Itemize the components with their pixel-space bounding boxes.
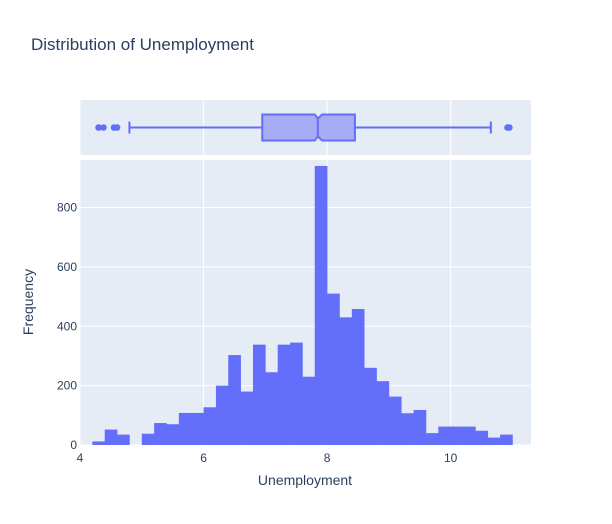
histogram-bar [92, 441, 106, 445]
y-tick-label: 800 [57, 201, 77, 215]
x-tick-label: 10 [444, 451, 458, 465]
box-plot[interactable] [95, 113, 513, 142]
y-axis-ticks: 0 200 400 600 800 [57, 201, 77, 453]
outlier-point [95, 124, 102, 131]
histogram-bar [327, 293, 340, 445]
histogram-bar [141, 433, 155, 445]
histogram-bar [215, 385, 229, 445]
histogram-bar [154, 423, 167, 445]
histogram-bar [302, 376, 316, 445]
histogram-bar [463, 426, 476, 445]
histogram-bar [191, 412, 204, 445]
histogram-bar [388, 396, 402, 445]
histogram-bar [314, 165, 328, 445]
histogram-bar [401, 413, 414, 445]
outlier-point [506, 124, 513, 131]
histogram-bar [450, 426, 464, 445]
histogram-bar [290, 342, 303, 445]
x-tick-label: 6 [200, 451, 207, 465]
histogram-bar [339, 317, 353, 445]
histogram-bar [104, 429, 118, 445]
histogram-bar [203, 407, 217, 445]
histogram-bar [364, 367, 377, 445]
histogram-bar [425, 433, 439, 445]
box-body [261, 113, 356, 142]
histogram-bar [376, 381, 390, 445]
histogram-bar [413, 409, 427, 445]
histogram-bar [277, 344, 291, 445]
histogram-bar [166, 424, 180, 445]
histogram-bar [438, 426, 451, 445]
y-tick-label: 200 [57, 379, 77, 393]
histogram-bar [500, 434, 513, 445]
histogram-bar [265, 372, 278, 445]
y-tick-label: 400 [57, 319, 77, 333]
histogram-bar [252, 344, 266, 445]
histogram-bar [178, 412, 192, 445]
histogram-bar [487, 437, 501, 445]
outlier-point [100, 124, 107, 131]
histogram-bar [228, 355, 241, 445]
x-axis-title: Unemployment [258, 472, 352, 488]
histogram-bar [475, 430, 489, 445]
histogram-bar [240, 391, 254, 445]
histogram-bars [92, 165, 513, 445]
x-tick-label: 8 [324, 451, 331, 465]
outlier-point [113, 124, 121, 131]
y-tick-label: 600 [57, 260, 77, 274]
chart-title: Distribution of Unemployment [31, 35, 254, 54]
y-tick-label: 0 [70, 438, 77, 452]
y-axis-title: Frequency [20, 269, 36, 335]
histogram-bar [117, 434, 130, 445]
histogram-bar [351, 309, 365, 445]
x-axis-ticks: 4 6 8 10 [77, 451, 458, 465]
x-tick-label: 4 [77, 451, 84, 465]
